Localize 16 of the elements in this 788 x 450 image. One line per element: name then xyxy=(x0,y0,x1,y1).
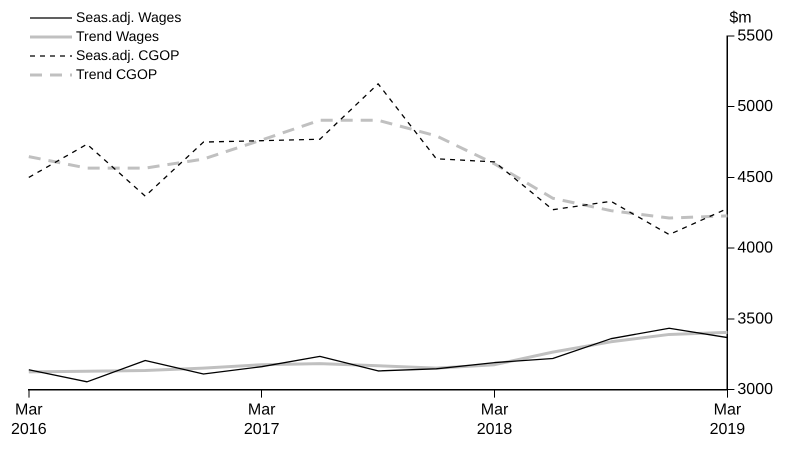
y-axis-title: $m xyxy=(729,9,752,26)
x-tick-label: Mar 2016 xyxy=(11,402,47,438)
legend-label: Seas.adj. CGOP xyxy=(76,46,180,65)
y-tick-label: 4500 xyxy=(737,168,774,186)
x-tick-label: Mar 2018 xyxy=(476,402,512,438)
y-tick-label: 4000 xyxy=(737,240,774,257)
y-tick-label: 3000 xyxy=(737,381,774,398)
legend-label: Trend Wages xyxy=(76,27,159,46)
x-tick-label: Mar 2017 xyxy=(244,402,280,438)
y-tick-label: 3500 xyxy=(737,310,774,328)
y-tick-label: 5500 xyxy=(737,27,774,44)
x-tick-label: Mar 2019 xyxy=(710,402,746,438)
legend-label: Trend CGOP xyxy=(76,65,158,84)
line-series xyxy=(27,118,729,220)
legend-label: Seas.adj. Wages xyxy=(76,8,182,27)
y-tick-label: 5000 xyxy=(737,98,774,116)
